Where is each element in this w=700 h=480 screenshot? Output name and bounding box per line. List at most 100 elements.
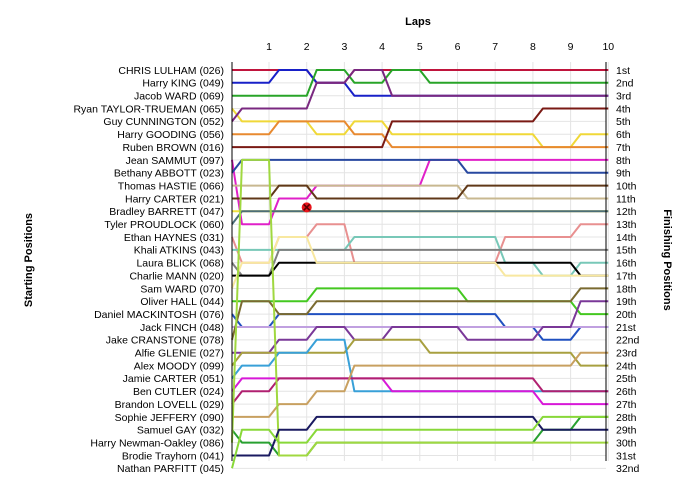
finishing-position-label: 15th bbox=[616, 245, 637, 257]
starting-position-label: Thomas HASTIE (066) bbox=[118, 180, 224, 192]
finishing-position-label: 4th bbox=[616, 103, 631, 115]
starting-position-label: Alex MOODY (099) bbox=[134, 360, 224, 372]
finishing-position-label: 29th bbox=[616, 425, 637, 437]
finishing-position-label: 14th bbox=[616, 232, 637, 244]
finishing-position-label: 32nd bbox=[616, 463, 640, 475]
starting-position-label: Jack FINCH (048) bbox=[140, 322, 224, 334]
finishing-position-labels: 1st2nd3rd4th5th6th7th8th9th10th11th12th1… bbox=[616, 65, 640, 475]
x-tick-label: 10 bbox=[602, 41, 614, 53]
starting-position-label: Harry Newman-Oakley (086) bbox=[90, 437, 224, 449]
series-line-18 bbox=[231, 236, 609, 289]
finishing-position-label: 8th bbox=[616, 155, 631, 167]
finishing-position-label: 27th bbox=[616, 399, 637, 411]
finishing-position-label: 20th bbox=[616, 309, 637, 321]
starting-position-label: Harry CARTER (021) bbox=[125, 193, 224, 205]
series-line-31 bbox=[232, 415, 609, 457]
x-tick-label: 2 bbox=[304, 41, 310, 53]
finishing-position-label: 30th bbox=[616, 437, 637, 449]
series-lines bbox=[231, 69, 609, 469]
series-line-32 bbox=[231, 415, 609, 469]
series-line-5 bbox=[231, 69, 609, 123]
starting-position-label: Ryan TAYLOR-TRUEMAN (065) bbox=[73, 103, 224, 115]
finishing-position-label: 11th bbox=[616, 193, 636, 205]
starting-position-label: Ruben BROWN (016) bbox=[122, 142, 224, 154]
starting-position-label: Daniel MACKINTOSH (076) bbox=[94, 309, 224, 321]
starting-position-label: Brandon LOVELL (029) bbox=[115, 399, 224, 411]
starting-position-label: Jamie CARTER (051) bbox=[123, 373, 224, 385]
finishing-position-label: 21st bbox=[616, 322, 636, 334]
starting-position-label: Bethany ABBOTT (023) bbox=[114, 168, 224, 180]
starting-position-label: Khali ATKINS (043) bbox=[134, 245, 224, 257]
finishing-position-label: 13th bbox=[616, 219, 637, 231]
series-line-27 bbox=[231, 377, 609, 405]
finishing-position-label: 6th bbox=[616, 129, 631, 141]
finishing-position-label: 25th bbox=[616, 373, 637, 385]
starting-position-label: Bradley BARRETT (047) bbox=[109, 206, 224, 218]
finishing-position-label: 18th bbox=[616, 283, 637, 295]
finishing-position-label: 3rd bbox=[616, 91, 631, 103]
finishing-position-label: 28th bbox=[616, 412, 637, 424]
x-tick-label: 1 bbox=[266, 41, 272, 53]
starting-position-label: Ethan HAYNES (031) bbox=[124, 232, 224, 244]
starting-position-label: Sam WARD (070) bbox=[140, 283, 224, 295]
annotations bbox=[301, 202, 312, 213]
starting-position-label: Alfie GLENIE (027) bbox=[135, 348, 224, 360]
starting-position-label: Oliver HALL (044) bbox=[140, 296, 224, 308]
starting-position-label: Jean SAMMUT (097) bbox=[126, 155, 224, 167]
finishing-position-label: 1st bbox=[616, 65, 630, 77]
finishing-position-label: 17th bbox=[616, 270, 637, 282]
finishing-position-label: 26th bbox=[616, 386, 637, 398]
series-line-13 bbox=[231, 210, 609, 225]
x-tick-label: 6 bbox=[455, 41, 461, 53]
series-line-16 bbox=[231, 248, 609, 277]
starting-position-label: Samuel GAY (032) bbox=[137, 425, 224, 437]
finishing-position-label: 9th bbox=[616, 168, 631, 180]
starting-position-label: Guy CUNNINGTON (052) bbox=[103, 116, 224, 128]
x-tick-label: 8 bbox=[530, 41, 536, 53]
finishing-position-label: 12th bbox=[616, 206, 637, 218]
series-line-22 bbox=[231, 287, 609, 341]
starting-position-label: Tyler PROUDLOCK (060) bbox=[104, 219, 224, 231]
y-axis-title-right: Finishing Positions bbox=[661, 209, 673, 310]
finishing-position-label: 31st bbox=[616, 450, 636, 462]
y-axis-title-left: Starting Positions bbox=[23, 213, 35, 307]
series-line-7 bbox=[232, 107, 609, 149]
starting-position-label: Harry KING (049) bbox=[142, 78, 224, 90]
x-axis-title: Laps bbox=[405, 16, 431, 28]
finishing-position-label: 19th bbox=[616, 296, 637, 308]
finishing-position-label: 7th bbox=[616, 142, 631, 154]
x-tick-label: 7 bbox=[492, 41, 498, 53]
series-line-3 bbox=[232, 69, 609, 97]
starting-position-label: Ben CUTLER (024) bbox=[133, 386, 224, 398]
series-line-9 bbox=[231, 158, 609, 174]
starting-position-label: Jake CRANSTONE (078) bbox=[106, 335, 224, 347]
finishing-position-label: 10th bbox=[616, 180, 637, 192]
finishing-position-label: 23rd bbox=[616, 348, 637, 360]
starting-position-label: Jacob WARD (069) bbox=[134, 91, 224, 103]
starting-position-label: Nathan PARFITT (045) bbox=[117, 463, 224, 475]
crash-marker-cross bbox=[303, 203, 311, 211]
finishing-position-label: 24th bbox=[616, 360, 637, 372]
finishing-position-label: 16th bbox=[616, 258, 637, 270]
starting-position-label: Laura BLICK (068) bbox=[136, 258, 224, 270]
starting-position-label: CHRIS LULHAM (026) bbox=[118, 65, 224, 77]
x-tick-label: 9 bbox=[568, 41, 574, 53]
starting-position-labels: CHRIS LULHAM (026)Harry KING (049)Jacob … bbox=[73, 65, 224, 475]
finishing-position-label: 2nd bbox=[616, 78, 634, 90]
plot-background bbox=[232, 62, 606, 461]
crash-marker-icon bbox=[301, 202, 312, 213]
finishing-position-label: 5th bbox=[616, 116, 631, 128]
series-line-30 bbox=[231, 158, 609, 457]
starting-position-label: Charlie MANN (020) bbox=[129, 270, 224, 282]
series-line-28 bbox=[232, 351, 609, 418]
series-line-11 bbox=[232, 184, 609, 200]
x-axis-ticks: 1 2 3 4 5 6 7 8 9 10 bbox=[266, 41, 614, 53]
finishing-position-label: 22nd bbox=[616, 335, 640, 347]
starting-position-label: Harry GOODING (056) bbox=[117, 129, 224, 141]
x-tick-label: 5 bbox=[417, 41, 423, 53]
starting-position-label: Brodie Trayhorn (041) bbox=[122, 450, 224, 462]
series-line-23 bbox=[232, 300, 609, 354]
x-tick-label: 4 bbox=[379, 41, 385, 53]
x-tick-label: 3 bbox=[341, 41, 347, 53]
